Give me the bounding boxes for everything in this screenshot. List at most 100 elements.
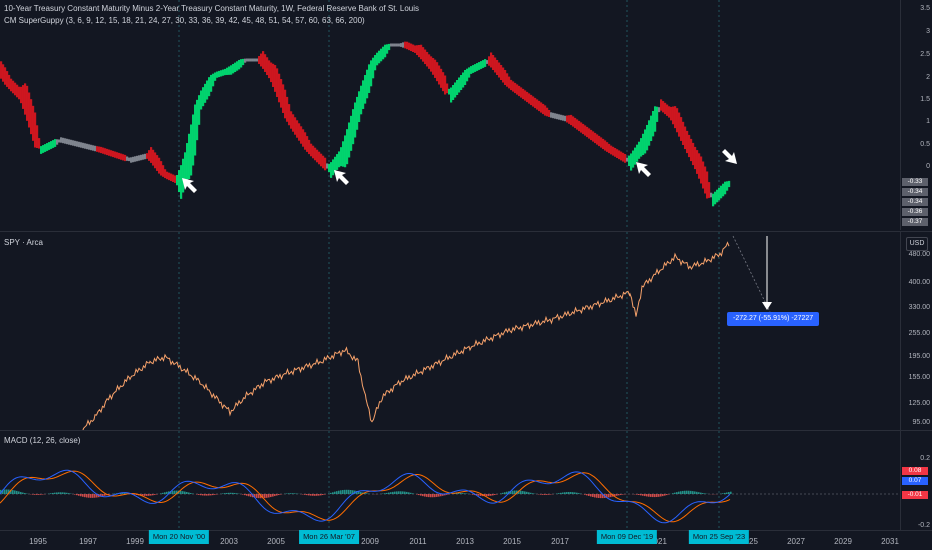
macd-histogram-bar	[324, 494, 326, 495]
ribbon-segment	[160, 161, 163, 176]
macd-histogram-bar	[436, 494, 438, 497]
macd-histogram-bar	[400, 491, 402, 494]
macd-histogram-bar	[286, 493, 288, 494]
time-tick: 2013	[456, 537, 474, 546]
ribbon-segment	[374, 55, 377, 71]
macd-histogram-bar	[546, 494, 548, 495]
axis-tick: 2.5	[920, 51, 930, 58]
ribbon-segment	[76, 141, 79, 147]
macd-histogram-bar	[518, 490, 520, 494]
macd-histogram-bar	[704, 493, 706, 494]
arrow-pointer-icon	[182, 178, 197, 193]
ribbon-segment	[88, 144, 91, 150]
axis-tick: -0.2	[917, 522, 930, 529]
yield-pane-title: 10-Year Treasury Constant Maturity Minus…	[4, 4, 419, 13]
axis-tick: 0.2	[920, 455, 930, 462]
time-tick: 2015	[503, 537, 521, 546]
ribbon-segment	[204, 83, 207, 103]
ribbon-segment	[66, 138, 69, 145]
macd-histogram-bar	[570, 492, 572, 494]
ribbon-segment	[314, 147, 317, 161]
superguppy-indicator-label[interactable]: CM SuperGuppy (3, 6, 9, 12, 15, 18, 21, …	[4, 16, 365, 25]
macd-histogram-bar	[408, 492, 410, 494]
ribbon-segment	[630, 153, 633, 171]
ribbon-segment	[360, 85, 363, 115]
axis-tick: 125.00	[908, 400, 930, 407]
pane-separator[interactable]	[0, 231, 932, 232]
ribbon-segment	[576, 119, 579, 130]
time-tick: 2017	[551, 537, 569, 546]
macd-histogram-bar	[722, 493, 724, 494]
macd-histogram-bar	[76, 494, 78, 496]
ribbon-segment	[92, 145, 95, 151]
macd-histogram-bar	[594, 494, 596, 498]
macd-histogram-bar	[332, 492, 334, 494]
macd-histogram-bar	[10, 489, 12, 494]
macd-histogram-bar	[464, 493, 466, 494]
macd-histogram-bar	[84, 494, 86, 498]
ribbon-segment	[452, 85, 455, 100]
macd-histogram-bar	[182, 491, 184, 494]
measure-diagonal	[732, 235, 771, 313]
ribbon-segment	[258, 56, 261, 64]
ribbon-segment	[228, 66, 231, 75]
ribbon-segment	[440, 68, 443, 88]
ribbon-segment	[380, 48, 383, 62]
macd-histogram-bar	[622, 494, 624, 495]
ribbon-segment	[676, 108, 679, 133]
ribbon-segment	[94, 145, 97, 152]
macd-pane[interactable]: MACD (12, 26, close)	[0, 431, 900, 530]
ribbon-segment	[498, 62, 501, 78]
macd-histogram-bar	[574, 492, 576, 494]
macd-histogram-bar	[730, 491, 732, 494]
macd-histogram-bar	[412, 493, 414, 494]
macd-histogram-bar	[170, 491, 172, 494]
spy-price-axis[interactable]: USD 480.00 400.00 330.00 255.00 195.00 1…	[900, 232, 932, 430]
ribbon-segment	[702, 161, 705, 189]
macd-histogram-bar	[198, 494, 200, 495]
ribbon-segment	[100, 146, 103, 154]
macd-histogram-bar	[202, 494, 204, 496]
ribbon-segment	[234, 62, 237, 73]
ribbon-segment	[668, 106, 671, 118]
ribbon-segment	[58, 139, 61, 143]
macd-histogram-bar	[310, 494, 312, 496]
ribbon-segment	[572, 116, 575, 127]
macd-histogram-bar	[664, 494, 666, 496]
macd-histogram-bar	[694, 491, 696, 494]
macd-histogram-bar	[124, 493, 126, 494]
spy-pane[interactable]: SPY · Arca -272.27 (-55.91%) -27227	[0, 232, 900, 430]
ribbon-segment	[152, 149, 155, 166]
ribbon-segment	[688, 134, 691, 158]
macd-histogram-bar	[676, 492, 678, 494]
ribbon-segment	[272, 63, 275, 87]
ribbon-segment	[594, 132, 597, 144]
pane-separator[interactable]	[0, 430, 932, 431]
ribbon-segment	[188, 133, 191, 180]
ribbon-segment	[530, 94, 533, 106]
ribbon-segment	[146, 153, 149, 159]
currency-button[interactable]: USD	[906, 237, 928, 251]
ribbon-segment	[64, 138, 67, 144]
time-tick: 1997	[79, 537, 97, 546]
macd-histogram-bar	[692, 491, 694, 494]
time-axis[interactable]: 1995 1997 1999 2003 2005 2009 2011 2013 …	[0, 531, 932, 550]
ribbon-segment	[448, 88, 451, 95]
ribbon-segment	[480, 61, 483, 69]
ribbon-segment	[488, 56, 491, 66]
axis-tick: 330.00	[908, 304, 930, 311]
axis-tick: 400.00	[908, 279, 930, 286]
ribbon-segment	[472, 65, 475, 73]
ribbon-segment	[290, 111, 293, 129]
yield-spread-pane[interactable]: 10-Year Treasury Constant Maturity Minus…	[0, 0, 900, 230]
macd-histogram-bar	[418, 494, 420, 496]
macd-histogram-bar	[618, 494, 620, 496]
yield-spread-chart	[0, 0, 737, 230]
ribbon-segment	[516, 84, 519, 95]
macd-histogram-bar	[270, 494, 272, 498]
macd-histogram-bar	[190, 493, 192, 494]
measure-label[interactable]: -272.27 (-55.91%) -27227	[727, 312, 820, 326]
macd-histogram-bar	[14, 490, 16, 494]
ribbon-segment	[568, 115, 571, 124]
macd-histogram-bar	[144, 494, 146, 496]
